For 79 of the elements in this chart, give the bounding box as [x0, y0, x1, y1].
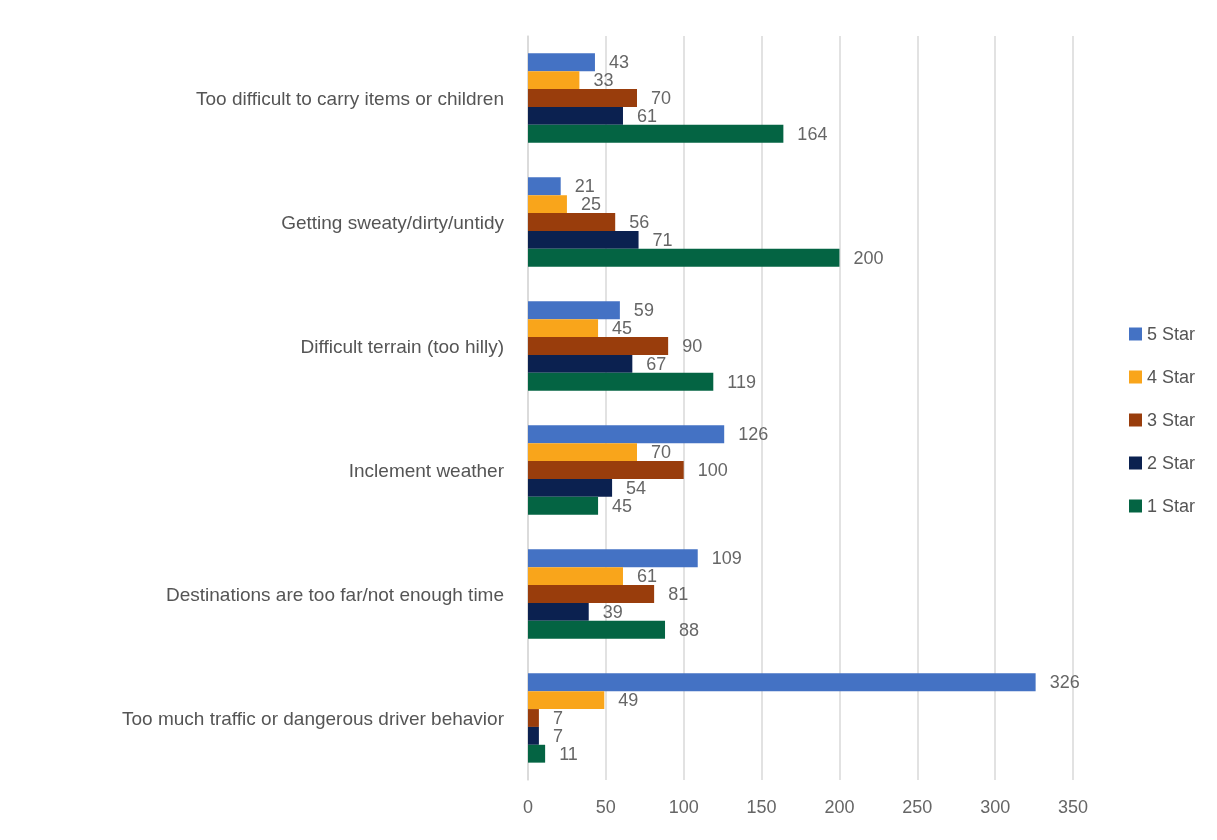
- legend-label: 5 Star: [1146, 324, 1196, 344]
- y-tick-label: Too much traffic or dangerous driver behavior: [122, 707, 505, 729]
- legend-label: 3 Star: [1146, 410, 1196, 430]
- bar: [528, 89, 637, 107]
- bar: [528, 372, 714, 391]
- bar: [528, 195, 567, 214]
- bar: [528, 620, 666, 639]
- data-label: 11: [559, 743, 578, 764]
- bar: [528, 496, 599, 515]
- bar: [528, 230, 639, 249]
- data-label: 61: [636, 105, 658, 126]
- data-label: 45: [612, 318, 633, 339]
- bar: [528, 53, 595, 72]
- y-tick-label: Difficult terrain (too hilly): [300, 335, 504, 357]
- bar: [528, 213, 616, 231]
- data-label: 59: [633, 300, 654, 321]
- bar: [528, 248, 840, 267]
- data-label: 81: [668, 584, 689, 604]
- data-label: 39: [602, 601, 623, 622]
- data-label: 7: [552, 708, 563, 728]
- data-label: 200: [853, 247, 884, 268]
- bar: [528, 354, 633, 373]
- data-label: 109: [711, 548, 742, 569]
- data-label: 119: [727, 371, 756, 392]
- bar: [528, 425, 725, 444]
- x-tick-label: 50: [595, 797, 616, 817]
- bar: [528, 478, 613, 497]
- legend-label: 2 Star: [1146, 453, 1196, 473]
- data-label: 45: [612, 495, 633, 516]
- x-tick-label: 300: [980, 797, 1011, 817]
- x-tick-label: 0: [522, 797, 534, 817]
- x-tick-label: 150: [746, 797, 777, 817]
- bar: [528, 177, 561, 196]
- y-tick-label: Getting sweaty/dirty/untidy: [281, 211, 505, 233]
- bar: [528, 744, 546, 763]
- data-label: 70: [651, 88, 672, 108]
- data-label: 21: [574, 176, 595, 197]
- y-tick-label: Destinations are too far/not enough time: [166, 583, 504, 605]
- x-tick-label: 100: [668, 797, 699, 817]
- y-tick-label: Too difficult to carry items or children: [196, 87, 504, 109]
- bar: [528, 71, 580, 90]
- data-label: 49: [618, 690, 639, 711]
- data-label: 67: [646, 353, 667, 374]
- bar: [528, 691, 605, 710]
- bar: [528, 549, 698, 568]
- x-tick-label: 200: [824, 797, 855, 817]
- bar: [528, 106, 623, 125]
- data-label: 43: [608, 52, 629, 73]
- bar: [528, 602, 589, 621]
- bar: [528, 461, 684, 479]
- bar: [528, 301, 620, 320]
- data-label: 56: [629, 212, 650, 232]
- data-label: 71: [652, 229, 673, 250]
- legend-label: 1 Star: [1146, 496, 1196, 516]
- bar: [528, 673, 1036, 692]
- data-label: 326: [1049, 672, 1080, 693]
- data-label: 90: [682, 336, 703, 356]
- bar: [528, 443, 637, 462]
- data-label: 164: [797, 123, 828, 144]
- x-tick-label: 350: [1057, 797, 1089, 817]
- data-label: 100: [697, 460, 728, 480]
- data-label: 88: [679, 619, 700, 640]
- bar: [528, 124, 784, 143]
- data-label: 7: [552, 725, 563, 746]
- data-label: 25: [580, 194, 601, 215]
- x-tick-label: 250: [902, 797, 933, 817]
- data-label: 70: [651, 442, 672, 463]
- bar: [528, 709, 539, 727]
- legend-label: 4 Star: [1146, 367, 1196, 387]
- data-label: 126: [738, 424, 769, 445]
- bar: [528, 585, 655, 603]
- bar: [528, 337, 669, 355]
- bar: [528, 319, 599, 338]
- data-label: 61: [636, 566, 658, 587]
- bar: [528, 726, 539, 745]
- bar: [528, 567, 623, 586]
- data-label: 54: [626, 477, 647, 498]
- data-label: 33: [593, 70, 614, 91]
- y-tick-label: Inclement weather: [348, 459, 505, 481]
